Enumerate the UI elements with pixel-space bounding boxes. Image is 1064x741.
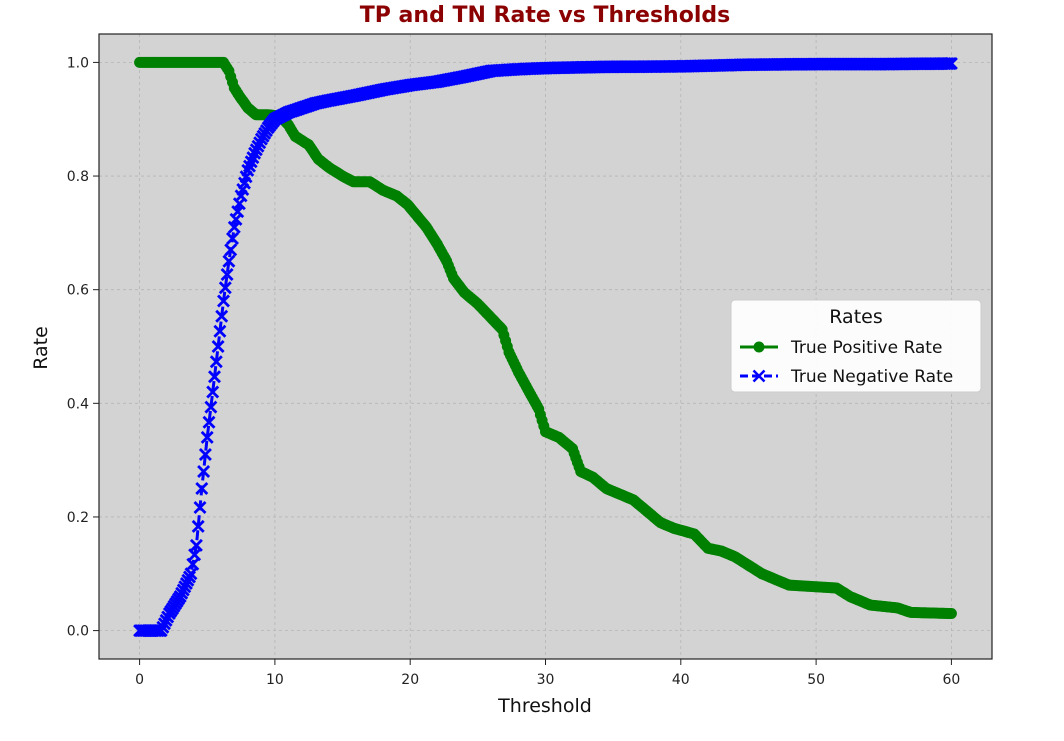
legend-marker	[753, 341, 765, 353]
data-point	[206, 385, 220, 399]
data-point	[202, 415, 216, 429]
x-axis-label: Threshold	[497, 695, 592, 717]
x-tick-label: 40	[672, 672, 690, 688]
data-point	[198, 448, 212, 461]
data-point	[209, 355, 223, 369]
data-point	[193, 501, 207, 514]
data-point	[184, 567, 198, 581]
x-tick-label: 20	[401, 672, 419, 688]
data-point	[211, 340, 225, 353]
data-point	[200, 430, 214, 444]
data-point	[191, 519, 205, 533]
legend-entries: True Positive Rate True Negative Rate	[740, 338, 953, 387]
data-point	[189, 538, 203, 552]
data-point	[195, 482, 209, 495]
x-tick-label: 30	[537, 672, 555, 688]
data-point	[224, 243, 238, 257]
data-point	[213, 324, 227, 338]
data-point	[944, 57, 958, 70]
data-point	[945, 608, 957, 619]
series-layer	[133, 56, 958, 638]
data-point	[217, 294, 230, 308]
series-true-positive-rate	[134, 56, 957, 619]
y-axis-label: Rate	[30, 326, 52, 370]
data-point	[218, 281, 232, 295]
y-tick-label: 0.2	[67, 510, 89, 526]
legend-marker	[752, 369, 766, 383]
y-tick-label: 0.4	[67, 396, 89, 412]
legend: Rates True Positive Rate True Negative Ra…	[730, 299, 982, 393]
legend-box	[730, 299, 982, 393]
chart-title: TP and TN Rate vs Thresholds	[360, 3, 730, 28]
series-true-negative-rate	[133, 57, 958, 638]
y-axis: 0.0 0.2 0.4 0.6 0.8 1.0	[67, 55, 99, 640]
legend-title: Rates	[829, 306, 882, 328]
data-point	[186, 557, 200, 571]
data-point	[226, 232, 239, 245]
x-tick-label: 0	[135, 672, 144, 688]
data-point	[197, 465, 211, 478]
legend-label: True Positive Rate	[790, 338, 942, 358]
data-point	[220, 268, 234, 281]
x-tick-label: 50	[807, 672, 825, 688]
data-point	[188, 548, 202, 562]
data-point	[204, 400, 218, 414]
y-tick-label: 0.6	[67, 283, 89, 299]
data-point	[208, 370, 221, 384]
x-axis: 0 10 20 30 40 50 60	[135, 659, 960, 688]
legend-entry: True Negative Rate	[740, 367, 953, 387]
data-point	[215, 309, 229, 323]
x-tick-label: 60	[942, 672, 960, 688]
y-tick-label: 0.0	[67, 624, 89, 640]
legend-label: True Negative Rate	[790, 367, 953, 387]
data-point	[222, 254, 236, 268]
y-tick-label: 1.0	[67, 55, 89, 71]
y-tick-label: 0.8	[67, 169, 89, 185]
x-tick-label: 10	[266, 672, 284, 688]
legend-entry: True Positive Rate	[740, 338, 942, 358]
